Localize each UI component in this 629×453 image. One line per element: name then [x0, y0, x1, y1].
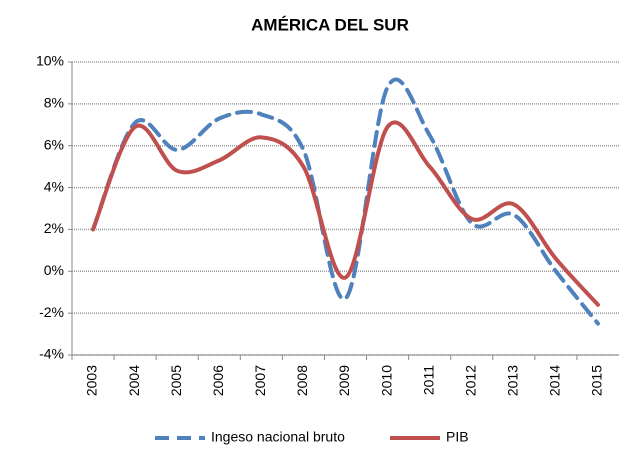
series-line — [91, 77, 600, 326]
x-tick-label: 2011 — [420, 365, 436, 395]
x-tick-label: 2004 — [126, 365, 142, 396]
x-tick-label: 2009 — [336, 365, 352, 396]
series-line — [91, 120, 600, 307]
x-tick-label: 2010 — [378, 365, 394, 396]
legend-label: Ingeso nacional bruto — [211, 429, 345, 445]
x-tick-label: 2008 — [294, 365, 310, 396]
y-tick-label: 0% — [44, 262, 64, 278]
y-tick-label: -2% — [39, 304, 64, 320]
y-tick-label: -4% — [39, 346, 64, 362]
legend-label: PIB — [446, 429, 469, 445]
x-tick-label: 2014 — [547, 365, 563, 396]
chart-title: AMÉRICA DEL SUR — [251, 15, 409, 34]
y-tick-label: 2% — [44, 220, 64, 236]
x-tick-label: 2012 — [462, 365, 478, 396]
y-tick-label: 10% — [36, 53, 64, 69]
x-tick-label: 2003 — [84, 365, 100, 396]
x-tick-label: 2005 — [168, 365, 184, 396]
y-tick-label: 8% — [44, 95, 64, 111]
x-tick-label: 2007 — [252, 365, 268, 396]
x-tick-label: 2015 — [589, 365, 605, 396]
x-tick-label: 2006 — [210, 365, 226, 396]
x-tick-label: 2013 — [505, 365, 521, 396]
y-tick-label: 4% — [44, 178, 64, 194]
y-tick-label: 6% — [44, 136, 64, 152]
